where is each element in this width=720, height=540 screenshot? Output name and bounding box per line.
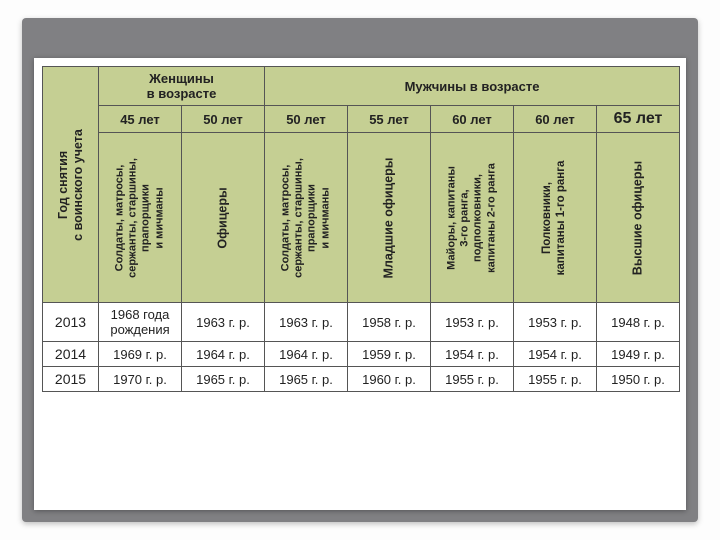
table-body: 2013 1968 года рождения 1963 г. р. 1963 … <box>43 303 680 392</box>
table-cell: 1963 г. р. <box>265 303 348 342</box>
table-cell: 1958 г. р. <box>348 303 431 342</box>
table-row: 2014 1969 г. р. 1964 г. р. 1964 г. р. 19… <box>43 342 680 367</box>
age-m65: 65 лет <box>597 106 680 133</box>
rank-m60b: Полковники, капитаны 1-го ранга <box>514 133 597 303</box>
rank-w45: Солдаты, матросы, сержанты, старшины, пр… <box>99 133 182 303</box>
age-w50: 50 лет <box>182 106 265 133</box>
table-cell: 1968 года рождения <box>99 303 182 342</box>
table-cell: 1970 г. р. <box>99 367 182 392</box>
table-cell: 1953 г. р. <box>431 303 514 342</box>
rank-label: Майоры, капитаны 3-го ранга, подполковни… <box>446 163 499 273</box>
table-row: 2015 1970 г. р. 1965 г. р. 1965 г. р. 19… <box>43 367 680 392</box>
table-cell: 1960 г. р. <box>348 367 431 392</box>
rank-label: Офицеры <box>216 187 231 248</box>
table-row: 2013 1968 года рождения 1963 г. р. 1963 … <box>43 303 680 342</box>
group-men: Мужчины в возрасте <box>265 67 680 106</box>
table-cell: 1964 г. р. <box>265 342 348 367</box>
age-w45: 45 лет <box>99 106 182 133</box>
table-cell: 1954 г. р. <box>431 342 514 367</box>
rank-label: Солдаты, матросы, сержанты, старшины, пр… <box>280 158 333 278</box>
military-age-table: Год снятия с воинского учета Женщины в в… <box>42 66 680 392</box>
rank-m55: Младшие офицеры <box>348 133 431 303</box>
rank-label: Солдаты, матросы, сержанты, старшины, пр… <box>114 158 167 278</box>
age-m55: 55 лет <box>348 106 431 133</box>
slide-card: Год снятия с воинского учета Женщины в в… <box>34 58 686 510</box>
rank-label: Полковники, капитаны 1-го ранга <box>541 160 569 275</box>
table-cell: 1953 г. р. <box>514 303 597 342</box>
cell-year: 2013 <box>43 303 99 342</box>
table-cell: 1955 г. р. <box>431 367 514 392</box>
cell-year: 2015 <box>43 367 99 392</box>
slide-frame: Год снятия с воинского учета Женщины в в… <box>22 18 698 522</box>
rank-label: Младшие офицеры <box>382 157 397 278</box>
table-header: Год снятия с воинского учета Женщины в в… <box>43 67 680 303</box>
age-m60b: 60 лет <box>514 106 597 133</box>
row-header-dereg-year: Год снятия с воинского учета <box>43 67 99 303</box>
table-cell: 1950 г. р. <box>597 367 680 392</box>
age-m60a: 60 лет <box>431 106 514 133</box>
table-cell: 1969 г. р. <box>99 342 182 367</box>
age-m50: 50 лет <box>265 106 348 133</box>
rank-label: Высшие офицеры <box>631 160 646 274</box>
cell-year: 2014 <box>43 342 99 367</box>
table-cell: 1955 г. р. <box>514 367 597 392</box>
table-cell: 1949 г. р. <box>597 342 680 367</box>
table-cell: 1964 г. р. <box>182 342 265 367</box>
table-cell: 1965 г. р. <box>265 367 348 392</box>
table-cell: 1959 г. р. <box>348 342 431 367</box>
group-women: Женщины в возрасте <box>99 67 265 106</box>
rank-m50: Солдаты, матросы, сержанты, старшины, пр… <box>265 133 348 303</box>
rank-m65: Высшие офицеры <box>597 133 680 303</box>
rank-w50: Офицеры <box>182 133 265 303</box>
rank-m60a: Майоры, капитаны 3-го ранга, подполковни… <box>431 133 514 303</box>
table-cell: 1963 г. р. <box>182 303 265 342</box>
table-cell: 1954 г. р. <box>514 342 597 367</box>
table-cell: 1948 г. р. <box>597 303 680 342</box>
table-cell: 1965 г. р. <box>182 367 265 392</box>
row-header-label: Год снятия с воинского учета <box>56 129 86 241</box>
